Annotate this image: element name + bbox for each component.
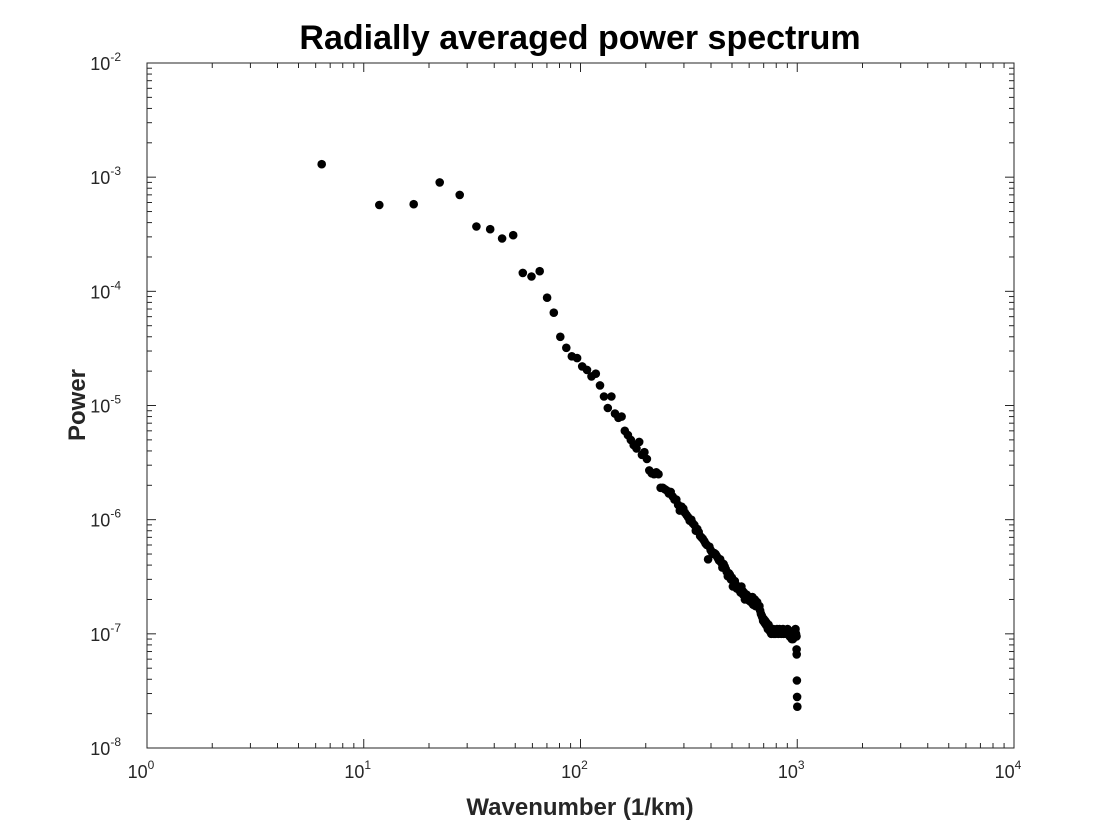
y-axis-label: Power [64,369,91,441]
data-point [591,369,601,379]
data-point [508,230,518,240]
data-point [617,412,626,421]
data-point [642,454,652,464]
data-point [518,268,528,278]
data-point [527,272,536,281]
data-point [455,190,465,200]
data-points [317,159,802,711]
data-point [595,381,605,390]
data-point [409,199,419,209]
data-point [549,308,559,318]
data-point [792,650,801,659]
data-point [535,266,544,276]
data-point [640,447,649,457]
data-point [542,293,552,303]
data-point [792,632,801,641]
data-point [632,444,641,453]
data-point [792,692,802,702]
data-point [472,222,481,231]
data-point [317,159,327,169]
data-point [599,392,609,401]
axis-ticks [146,62,1015,749]
data-point [562,343,571,353]
data-point [607,392,616,401]
data-point [497,234,507,243]
data-point [793,702,802,711]
data-point [572,353,582,363]
data-point [375,200,384,210]
data-point [582,365,592,375]
x-axis-label: Wavenumber (1/km) [466,794,693,821]
chart-title: Radially averaged power spectrum [299,19,860,57]
data-point [654,469,663,479]
data-point [435,178,445,187]
data-point [792,676,802,685]
data-point [485,224,495,234]
data-point [603,403,613,413]
data-point [556,332,565,342]
data-point [634,437,644,447]
plot-area [146,62,1015,749]
